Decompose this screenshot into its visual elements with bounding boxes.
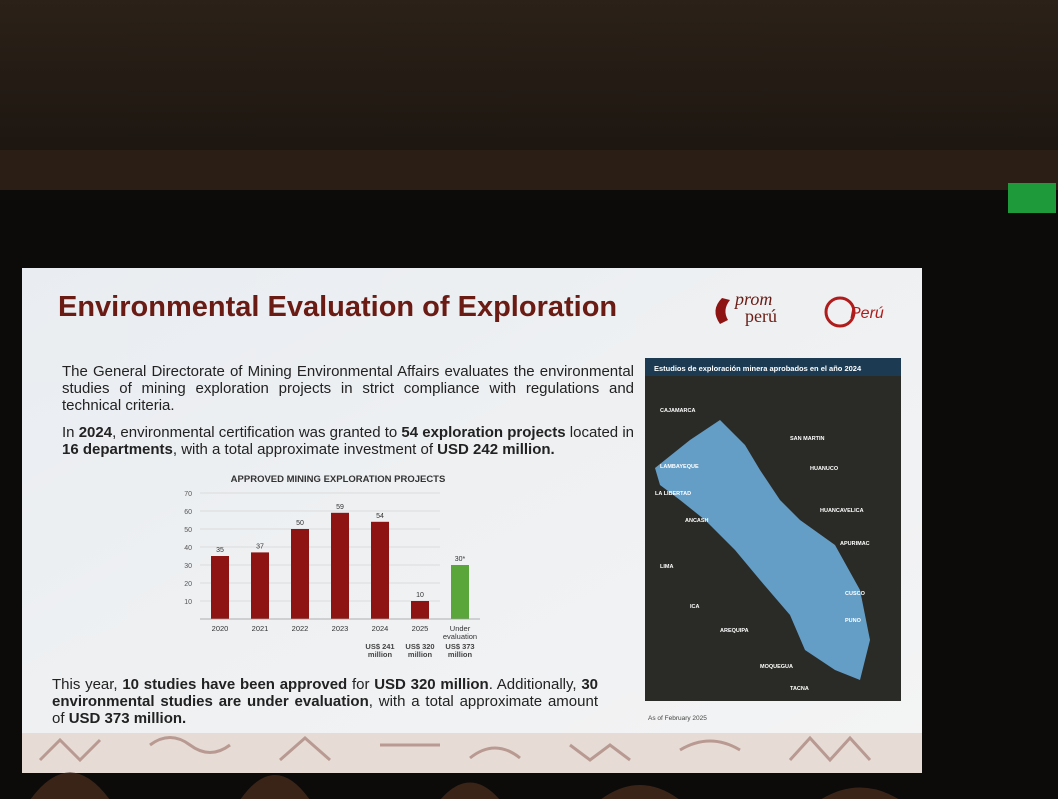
exit-sign	[1008, 183, 1056, 213]
text-run: 16 departments	[62, 441, 173, 458]
map-region-label: LIMA	[660, 564, 673, 570]
y-tick-label: 30	[184, 563, 192, 570]
text-run: located in	[566, 424, 634, 441]
map-region-label: MOQUEGUA	[760, 664, 793, 670]
bar	[291, 529, 309, 619]
y-tick-label: 60	[184, 509, 192, 516]
x-tick-label: 2022	[282, 625, 318, 633]
logo-text: perú	[745, 306, 777, 326]
map-region-label: LAMBAYEQUE	[660, 464, 699, 470]
x-tick-label: Under evaluation	[442, 625, 478, 641]
x-tick-label: 2024	[362, 625, 398, 633]
text-run: for	[347, 676, 374, 693]
map-region-label: TACNA	[790, 686, 809, 692]
x-tick-label: 2025	[402, 625, 438, 633]
x-sub-label: US$ 373 million	[442, 643, 478, 659]
text-run: 54 exploration projects	[401, 424, 565, 441]
value-label: 59	[336, 504, 344, 511]
paragraph: In 2024, environmental certification was…	[62, 424, 634, 458]
audience	[30, 773, 900, 799]
logo-text: Perú	[850, 305, 884, 322]
value-label: 54	[376, 513, 384, 520]
text-run: , with a total approximate investment of	[173, 441, 437, 458]
text-run: This year,	[52, 676, 122, 693]
bar	[371, 522, 389, 619]
value-label: 37	[256, 543, 264, 550]
ceiling-beam	[0, 150, 1058, 190]
map-region-label: HUANCAVELICA	[820, 508, 864, 514]
text-run: The General Directorate of Mining Enviro…	[62, 363, 634, 414]
map-region-label: CAJAMARCA	[660, 408, 695, 414]
value-label: 30*	[455, 556, 466, 563]
value-label: 10	[416, 592, 424, 599]
y-tick-label: 70	[184, 491, 192, 498]
text-run: 10 studies have been approved	[122, 676, 347, 693]
bar	[251, 552, 269, 619]
text-run: , environmental certification was grante…	[112, 424, 401, 441]
text-run: 2024	[79, 424, 112, 441]
bar	[451, 565, 469, 619]
paragraph: The General Directorate of Mining Enviro…	[62, 363, 634, 414]
map-title: Estudios de exploración minera aprobados…	[654, 364, 862, 373]
x-tick-label: 2023	[322, 625, 358, 633]
x-sub-label: US$ 320 million	[402, 643, 438, 659]
text-run: USD 373 million.	[69, 710, 187, 727]
bar	[211, 556, 229, 619]
y-tick-label: 20	[184, 581, 192, 588]
page: Environmental Evaluation of Exploration p…	[0, 0, 1058, 799]
value-label: 35	[216, 547, 224, 554]
y-tick-label: 10	[184, 599, 192, 606]
map-region-label: ANCASH	[685, 518, 709, 524]
text-run: USD 320 million	[374, 676, 489, 693]
text-run: In	[62, 424, 79, 441]
text-run: USD 242 million.	[437, 441, 555, 458]
map-region-label: AREQUIPA	[720, 628, 749, 634]
x-tick-label: 2021	[242, 625, 278, 633]
chart-title: APPROVED MINING EXPLORATION PROJECTS	[231, 474, 446, 485]
value-label: 50	[296, 520, 304, 527]
bar	[331, 513, 349, 619]
map-region-label: CUSCO	[845, 591, 866, 597]
map-region-label: APURIMAC	[840, 541, 870, 547]
text-run: . Additionally,	[489, 676, 582, 693]
x-tick-label: 2020	[202, 625, 238, 633]
map-region-label: HUANUCO	[810, 466, 839, 472]
paragraph: This year, 10 studies have been approved…	[52, 676, 598, 727]
x-sub-label: US$ 241 million	[362, 643, 398, 659]
footnote: As of February 2025	[648, 715, 707, 722]
y-tick-label: 40	[184, 545, 192, 552]
y-tick-label: 50	[184, 527, 192, 534]
slide-title: Environmental Evaluation of Exploration	[58, 291, 617, 323]
map-region-label: LA LIBERTAD	[655, 491, 691, 497]
map-region-label: ICA	[690, 604, 700, 610]
map-region-label: PUNO	[845, 618, 862, 624]
map-region-label: SAN MARTIN	[790, 436, 825, 442]
bar	[411, 601, 429, 619]
